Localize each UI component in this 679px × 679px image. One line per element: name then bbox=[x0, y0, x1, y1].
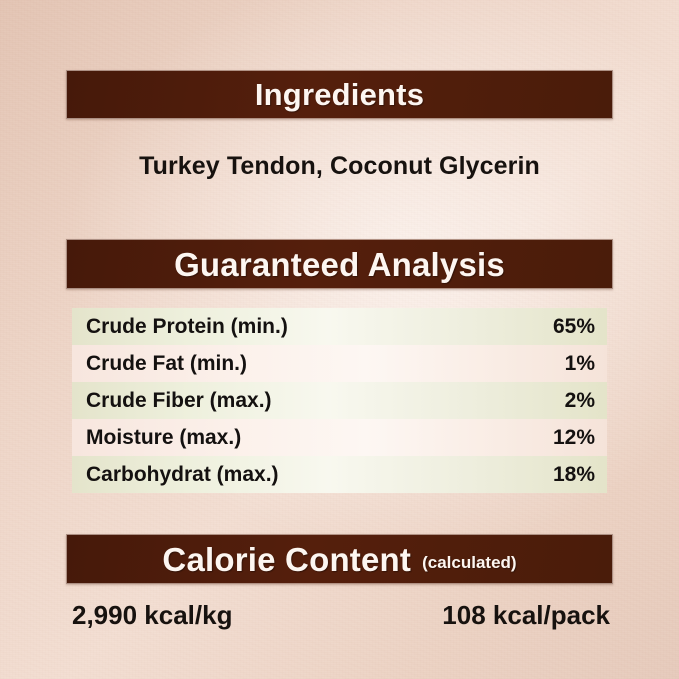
ingredients-header-bar: Ingredients bbox=[66, 70, 613, 119]
table-row: Moisture (max.) 12% bbox=[72, 419, 607, 456]
calorie-content-header-bar: Calorie Content (calculated) bbox=[66, 534, 613, 584]
table-row: Carbohydrat (max.) 18% bbox=[72, 456, 607, 493]
table-row: Crude Fat (min.) 1% bbox=[72, 345, 607, 382]
table-row: Crude Protein (min.) 65% bbox=[72, 308, 607, 345]
analysis-nutrient-label: Carbohydrat (max.) bbox=[86, 462, 279, 486]
analysis-nutrient-value: 65% bbox=[552, 314, 595, 338]
guaranteed-analysis-header-bar: Guaranteed Analysis bbox=[66, 239, 613, 289]
analysis-nutrient-label: Moisture (max.) bbox=[86, 425, 242, 449]
table-row: Crude Fiber (max.) 2% bbox=[72, 382, 607, 419]
calories-per-kg: 2,990 kcal/kg bbox=[72, 600, 233, 630]
ingredients-list-text: Turkey Tendon, Coconut Glycerin bbox=[139, 152, 540, 180]
calorie-content-subheading: (calculated) bbox=[422, 553, 517, 572]
analysis-nutrient-value: 12% bbox=[552, 425, 595, 449]
ingredients-heading: Ingredients bbox=[254, 77, 425, 112]
calories-per-pack: 108 kcal/pack bbox=[442, 600, 610, 630]
analysis-nutrient-value: 1% bbox=[564, 351, 595, 375]
analysis-nutrient-value: 18% bbox=[552, 462, 595, 486]
analysis-nutrient-label: Crude Fat (min.) bbox=[86, 351, 247, 375]
guaranteed-analysis-table: Crude Protein (min.) 65% Crude Fat (min.… bbox=[72, 308, 607, 493]
analysis-nutrient-label: Crude Protein (min.) bbox=[86, 314, 288, 338]
calorie-values-row: 2,990 kcal/kg 108 kcal/pack bbox=[72, 600, 610, 631]
analysis-nutrient-value: 2% bbox=[564, 388, 595, 412]
analysis-nutrient-label: Crude Fiber (max.) bbox=[86, 388, 272, 412]
calorie-content-heading: Calorie Content bbox=[162, 540, 412, 578]
guaranteed-analysis-heading: Guaranteed Analysis bbox=[174, 245, 505, 283]
